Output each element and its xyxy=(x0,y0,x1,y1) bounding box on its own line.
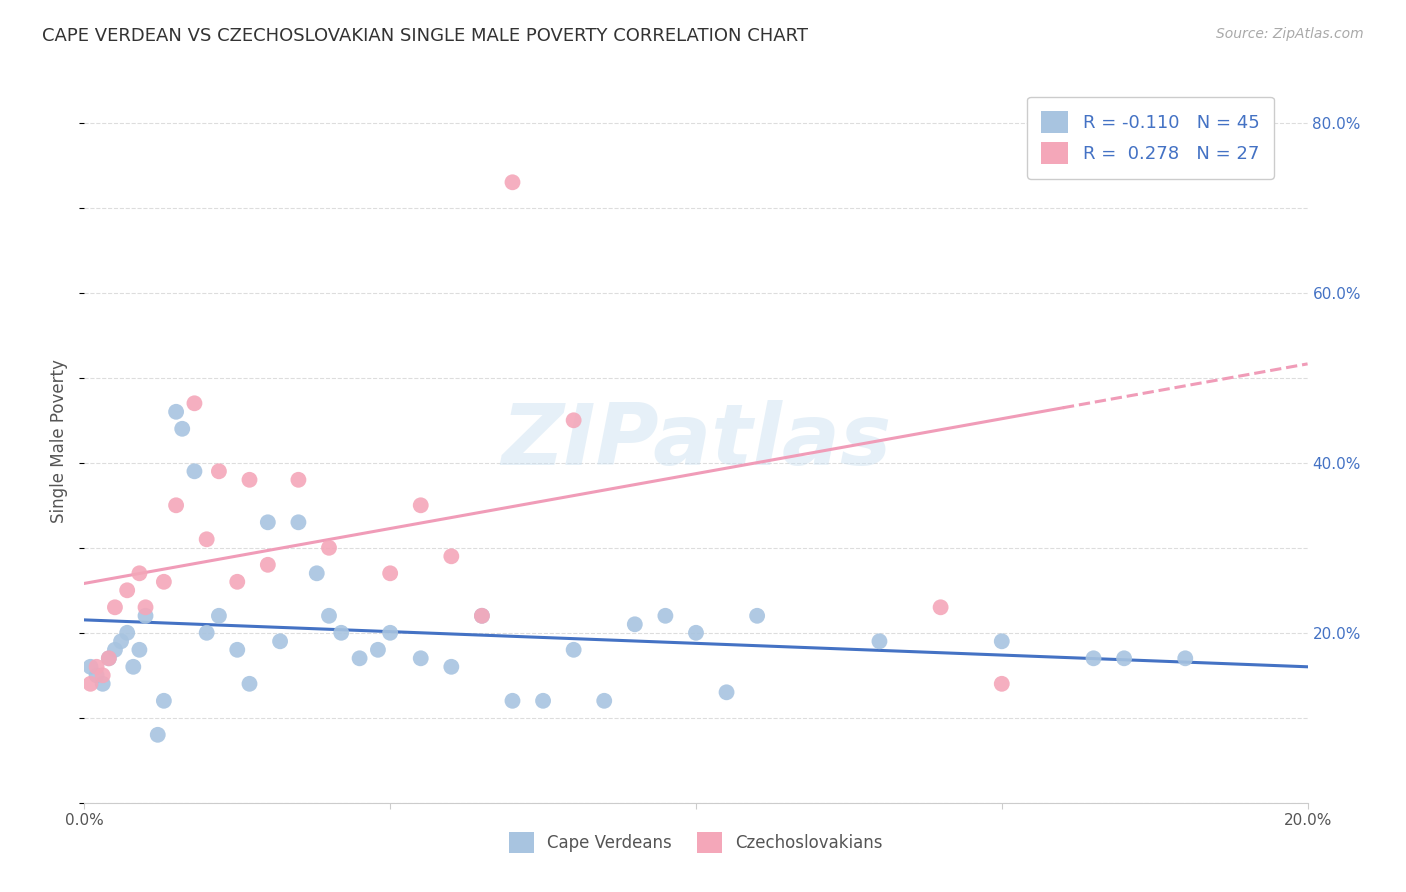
Point xyxy=(367,642,389,657)
Point xyxy=(318,541,340,555)
Point xyxy=(929,600,952,615)
Point xyxy=(1114,651,1136,665)
Point xyxy=(380,566,402,581)
Point xyxy=(195,625,218,640)
Point xyxy=(991,677,1014,691)
Point xyxy=(238,473,260,487)
Point xyxy=(165,498,187,512)
Point xyxy=(257,558,280,572)
Point xyxy=(409,498,432,512)
Point xyxy=(128,566,150,581)
Point xyxy=(153,574,176,589)
Point xyxy=(318,608,340,623)
Point xyxy=(128,642,150,657)
Point xyxy=(287,473,309,487)
Point xyxy=(305,566,328,581)
Point xyxy=(104,600,127,615)
Point xyxy=(440,549,463,564)
Point xyxy=(153,694,176,708)
Point xyxy=(115,583,138,598)
Point xyxy=(747,608,769,623)
Point xyxy=(869,634,891,648)
Point xyxy=(97,651,120,665)
Point xyxy=(562,413,585,427)
Point xyxy=(97,651,120,665)
Point xyxy=(110,634,132,648)
Point xyxy=(135,600,157,615)
Point xyxy=(91,677,114,691)
Point xyxy=(122,660,145,674)
Y-axis label: Single Male Poverty: Single Male Poverty xyxy=(51,359,69,524)
Point xyxy=(172,422,194,436)
Point xyxy=(135,608,157,623)
Point xyxy=(86,660,108,674)
Point xyxy=(1174,651,1197,665)
Point xyxy=(531,694,554,708)
Point xyxy=(685,625,707,640)
Point xyxy=(562,642,585,657)
Text: Source: ZipAtlas.com: Source: ZipAtlas.com xyxy=(1216,27,1364,41)
Point xyxy=(226,642,249,657)
Point xyxy=(287,516,309,530)
Point xyxy=(330,625,353,640)
Point xyxy=(440,660,463,674)
Point xyxy=(349,651,371,665)
Point xyxy=(79,660,101,674)
Point xyxy=(624,617,647,632)
Point xyxy=(165,405,187,419)
Point xyxy=(471,608,494,623)
Point xyxy=(502,175,524,189)
Point xyxy=(91,668,114,682)
Text: CAPE VERDEAN VS CZECHOSLOVAKIAN SINGLE MALE POVERTY CORRELATION CHART: CAPE VERDEAN VS CZECHOSLOVAKIAN SINGLE M… xyxy=(42,27,808,45)
Point xyxy=(257,516,280,530)
Point xyxy=(471,608,494,623)
Point xyxy=(380,625,402,640)
Point xyxy=(991,634,1014,648)
Point xyxy=(409,651,432,665)
Point xyxy=(1083,651,1105,665)
Point xyxy=(79,677,101,691)
Point xyxy=(593,694,616,708)
Point xyxy=(183,396,205,410)
Point xyxy=(1052,158,1074,172)
Point xyxy=(195,533,218,547)
Point xyxy=(104,642,127,657)
Point xyxy=(654,608,676,623)
Point xyxy=(208,464,231,478)
Point xyxy=(208,608,231,623)
Point xyxy=(238,677,260,691)
Point xyxy=(183,464,205,478)
Point xyxy=(146,728,169,742)
Point xyxy=(115,625,138,640)
Point xyxy=(269,634,291,648)
Point xyxy=(502,694,524,708)
Text: ZIPatlas: ZIPatlas xyxy=(501,400,891,483)
Legend: Cape Verdeans, Czechoslovakians: Cape Verdeans, Czechoslovakians xyxy=(502,826,890,860)
Point xyxy=(86,668,108,682)
Point xyxy=(226,574,249,589)
Point xyxy=(716,685,738,699)
